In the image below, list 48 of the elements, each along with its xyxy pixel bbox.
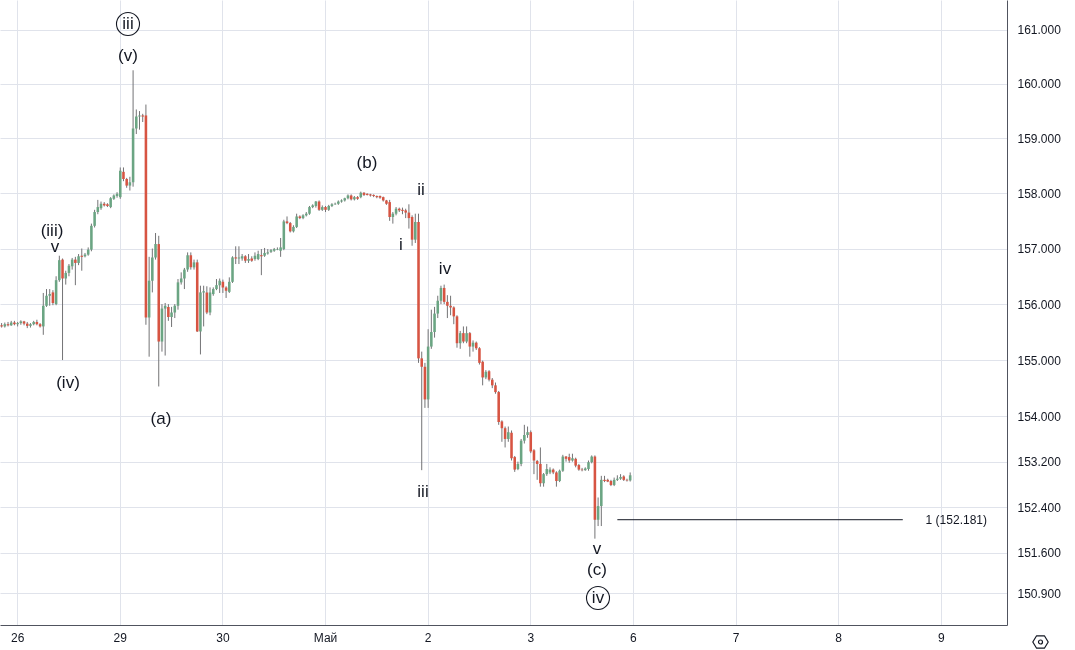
x-tick-label: 7 [732, 630, 740, 645]
candlestick [42, 292, 45, 336]
x-tick-label: 29 [113, 630, 128, 645]
annotation: iv [438, 259, 452, 278]
candlestick [138, 110, 141, 131]
x-tick-label: 9 [937, 630, 945, 645]
y-tick-label: 152.400 [1017, 500, 1062, 515]
y-tick-label: 160.000 [1017, 77, 1062, 92]
y-tick-label: 158.000 [1017, 186, 1062, 201]
y-tick-label: 156.000 [1017, 297, 1062, 312]
candlestick [330, 202, 334, 208]
annotation: (v) [118, 46, 138, 65]
annotation: (iv) [56, 373, 80, 392]
annotation: iv [591, 588, 605, 607]
y-tick-label: 155.000 [1017, 353, 1062, 368]
ref-line-label: 1 (152.181) [925, 512, 987, 527]
annotation: ii [417, 180, 425, 199]
annotation: v [592, 539, 602, 558]
candlestick [234, 245, 237, 265]
x-tick-label: 8 [835, 630, 843, 645]
annotation: (c) [587, 560, 607, 579]
y-tick-label: 159.000 [1017, 131, 1062, 146]
x-tick-label: Май [313, 630, 338, 645]
candlestick [61, 257, 64, 361]
y-tick-label: 150.900 [1017, 586, 1062, 601]
y-tick-label: 157.000 [1017, 242, 1062, 257]
candlestick [74, 256, 77, 286]
x-tick-label: 3 [527, 630, 535, 645]
candlestick [414, 213, 417, 244]
y-tick-label: 154.000 [1017, 409, 1062, 424]
x-tick-label: 30 [216, 630, 230, 645]
y-tick-label: 161.000 [1017, 23, 1062, 38]
annotation: iii [417, 482, 429, 501]
annotation: (a) [150, 409, 172, 428]
annotation: (iii) [40, 221, 64, 240]
candlestick [260, 248, 263, 276]
candlestick [170, 306, 173, 328]
candlestick [0, 322, 3, 329]
annotation: (b) [356, 153, 378, 172]
candlestick [539, 446, 542, 488]
y-tick-label: 153.200 [1017, 455, 1062, 470]
x-tick-label: 2 [424, 630, 432, 645]
x-tick-label: 6 [630, 630, 638, 645]
candlestick [388, 199, 391, 222]
annotation: iii [122, 14, 134, 33]
y-tick-label: 151.600 [1017, 546, 1062, 561]
annotation: i [399, 235, 403, 254]
x-tick-label: 26 [10, 630, 25, 645]
